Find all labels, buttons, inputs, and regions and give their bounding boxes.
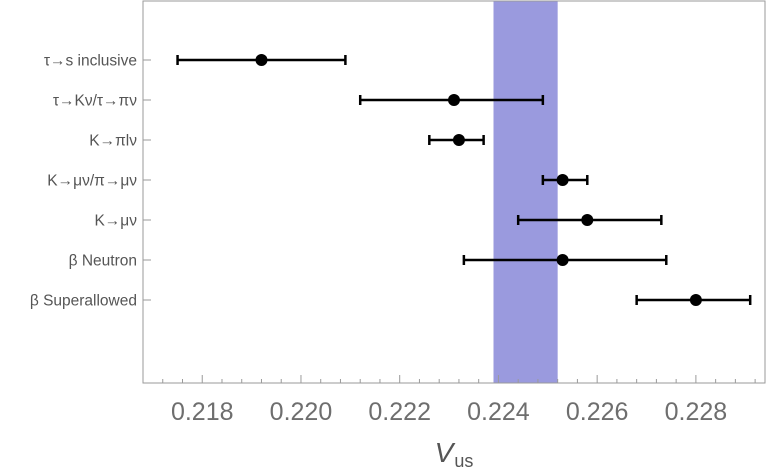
x-axis-title-main: V bbox=[435, 437, 456, 468]
data-point bbox=[448, 94, 460, 106]
data-point bbox=[556, 254, 569, 266]
x-axis-title-sub: us bbox=[454, 451, 473, 471]
category-labels: τ→s inclusive τ→Kν/τ→πν K→πlν K→μν/π→μν K→μν… bbox=[30, 53, 137, 310]
x-axis-title: Vus bbox=[435, 437, 474, 471]
average-band bbox=[493, 1, 558, 383]
points bbox=[255, 54, 702, 306]
band-layer bbox=[493, 1, 558, 383]
category-label: β Neutron bbox=[69, 253, 137, 270]
x-tick-label: 0.226 bbox=[566, 398, 629, 426]
x-tick-labels: 0.218 0.220 0.222 0.224 0.226 0.228 bbox=[171, 398, 727, 426]
x-tick-label: 0.228 bbox=[665, 398, 728, 426]
data-point bbox=[581, 214, 594, 226]
category-label: β Superallowed bbox=[30, 293, 137, 310]
x-tick-label: 0.222 bbox=[368, 398, 431, 426]
category-label: τ→Kν/τ→πν bbox=[53, 93, 137, 110]
x-tick-label: 0.218 bbox=[171, 398, 234, 426]
x-ticks bbox=[162, 375, 756, 383]
category-label: K→μν bbox=[94, 213, 137, 230]
x-tick-label: 0.220 bbox=[270, 398, 333, 426]
data-point bbox=[556, 174, 569, 186]
data-point bbox=[255, 54, 268, 66]
category-label: K→μν/π→μν bbox=[47, 173, 137, 190]
plot-frame bbox=[142, 0, 766, 384]
data-point bbox=[689, 294, 702, 306]
data-point bbox=[452, 134, 465, 146]
category-label: K→πlν bbox=[89, 133, 137, 150]
x-tick-label: 0.224 bbox=[467, 398, 530, 426]
category-label: τ→s inclusive bbox=[44, 53, 137, 70]
y-ticks bbox=[143, 59, 151, 301]
